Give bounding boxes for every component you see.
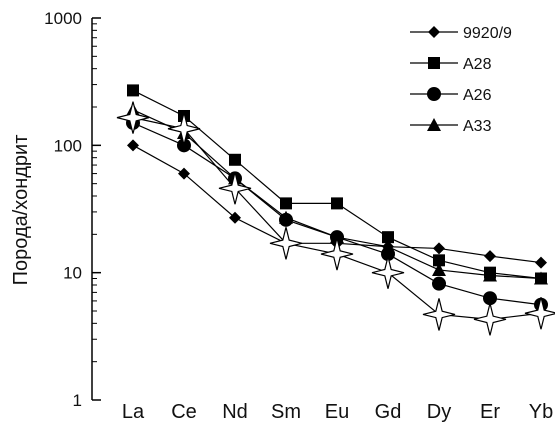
- star-point: [422, 298, 456, 331]
- triangle-point: [432, 262, 446, 276]
- legend-marker: [427, 87, 441, 101]
- legend-label: A26: [463, 87, 492, 104]
- x-tick-label: Eu: [325, 401, 349, 423]
- diamond-point: [229, 211, 241, 224]
- legend: 9920/9 A28 A26 A33: [410, 25, 512, 135]
- y-tick-label: 1000: [44, 9, 82, 28]
- x-tick-label: Yb: [529, 401, 553, 423]
- legend-label: A33: [463, 118, 492, 135]
- star-point: [269, 227, 303, 260]
- diamond-point: [484, 250, 496, 263]
- x-tick-label: Dy: [427, 401, 451, 423]
- legend-entry: A33: [410, 118, 492, 135]
- diamond-point: [433, 242, 445, 255]
- y-tick-label: 1: [73, 391, 82, 410]
- square-point: [280, 197, 292, 210]
- y-axis-title: Порода/хондрит: [10, 135, 32, 286]
- x-tick-label: Nd: [222, 401, 248, 423]
- triangle-point: [483, 268, 497, 282]
- triangle-point: [381, 239, 395, 253]
- legend-entry: A28: [410, 56, 492, 73]
- series-line: [132, 122, 542, 306]
- axes: 1 10 100 1000 La Ce Nd Sm Eu Gd Dy Er Yb: [44, 9, 553, 423]
- x-tick-label: Sm: [271, 401, 301, 423]
- x-tick-label: La: [122, 401, 145, 423]
- triangle-point: [534, 271, 548, 285]
- diamond-point: [535, 256, 547, 269]
- star-point: [167, 112, 201, 145]
- legend-label: A28: [463, 56, 492, 73]
- series-layer: [116, 84, 555, 336]
- square-point: [433, 254, 445, 267]
- square-point: [331, 197, 343, 210]
- circle-point: [432, 276, 446, 291]
- circle-point: [177, 138, 191, 153]
- star-point: [473, 303, 507, 336]
- square-point: [229, 153, 241, 166]
- square-point: [382, 231, 394, 244]
- x-tick-label: Er: [480, 401, 500, 423]
- star-point: [218, 172, 252, 205]
- legend-entry: 9920/9: [410, 25, 512, 42]
- x-tick-label: Ce: [171, 401, 197, 423]
- star-point: [524, 297, 555, 330]
- x-tick-label: Gd: [375, 401, 402, 423]
- legend-marker: [427, 118, 441, 131]
- circle-point: [483, 291, 497, 306]
- y-tick-label: 10: [63, 264, 82, 283]
- triangle-point: [330, 230, 344, 244]
- star-point: [320, 237, 354, 271]
- diamond-point: [127, 139, 139, 152]
- series-line: [132, 117, 542, 320]
- legend-marker: [428, 26, 440, 38]
- triangle-point: [279, 210, 293, 224]
- legend-label: 9920/9: [463, 25, 512, 42]
- star-point: [116, 101, 150, 134]
- diamond-point: [178, 167, 190, 180]
- square-point: [127, 84, 139, 97]
- legend-marker: [428, 57, 440, 69]
- y-tick-label: 100: [54, 136, 82, 155]
- star-point: [371, 256, 405, 289]
- legend-entry: A26: [410, 87, 492, 104]
- series-unlabeled-star: [116, 101, 555, 336]
- series-a26: [126, 115, 548, 312]
